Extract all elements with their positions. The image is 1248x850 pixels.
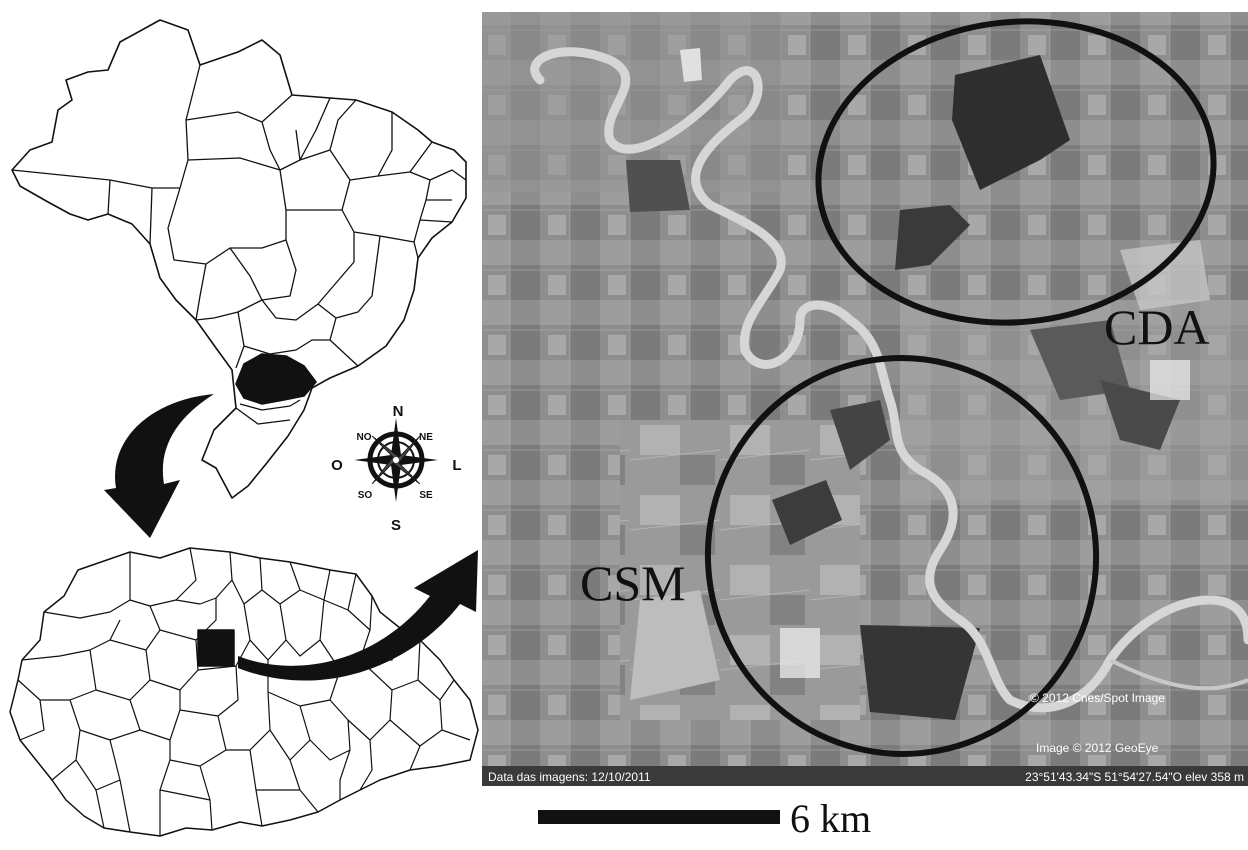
- dark-field: [772, 480, 842, 545]
- satellite-status-bar: [482, 766, 1248, 786]
- light-field: [630, 590, 720, 700]
- scale-bar: 6 km: [538, 796, 871, 841]
- csm-area-ellipse: [704, 355, 1100, 757]
- geoeye-credit: Image © 2012 GeoEye: [1036, 741, 1159, 755]
- compass-northeast-label: NE: [419, 432, 433, 443]
- coordinates-text: 23°51'43.34"S 51°54'27.54"O elev 358 m: [1025, 770, 1244, 784]
- dark-field: [626, 160, 690, 212]
- compass-center: [393, 457, 399, 463]
- dark-field: [952, 55, 1070, 190]
- parana-state-highlight: [235, 353, 317, 405]
- river: [530, 47, 1248, 713]
- dark-field: [860, 625, 980, 720]
- parana-outline: [9, 547, 479, 837]
- brazil-map: [11, 19, 467, 499]
- compass-rose-icon: N NE L SE S SO O NO: [331, 403, 461, 534]
- compass-southeast-label: SE: [419, 490, 433, 501]
- parana-municipality-borders: [17, 547, 471, 836]
- dark-field: [830, 400, 890, 470]
- curved-arrow-down-icon: [104, 394, 214, 538]
- south-states-borders: [235, 399, 301, 425]
- compass-north-label: N: [393, 403, 404, 420]
- cda-label: CDA: [1104, 299, 1210, 355]
- town: [780, 360, 1190, 678]
- parana-map: [9, 547, 479, 837]
- compass-south-label: S: [391, 517, 401, 534]
- image-date-text: Data das imagens: 12/10/2011: [488, 770, 651, 784]
- study-area-marker: [197, 629, 235, 667]
- scale-bar-label: 6 km: [790, 796, 871, 841]
- compass-northwest-label: NO: [357, 432, 372, 443]
- compass-west-label: O: [331, 457, 343, 474]
- scale-bar-line: [538, 810, 780, 824]
- csm-label: CSM: [580, 555, 686, 611]
- brazil-state-borders: [11, 64, 467, 389]
- spot-image-credit: © 2012 Cnes/Spot Image: [1030, 691, 1165, 705]
- brazil-outline: [11, 19, 467, 499]
- satellite-image: CDA CSM © 2012 Cnes/Spot Image Image © 2…: [482, 12, 1248, 786]
- light-field: [680, 48, 702, 82]
- light-field: [1120, 240, 1210, 310]
- dark-field: [895, 205, 970, 270]
- curved-arrow-right-icon: [238, 550, 478, 681]
- compass-east-label: L: [452, 457, 461, 474]
- cda-area-ellipse: [815, 18, 1217, 326]
- dark-field: [1030, 320, 1130, 400]
- river-tributary: [1109, 658, 1248, 691]
- compass-southwest-label: SO: [358, 490, 373, 501]
